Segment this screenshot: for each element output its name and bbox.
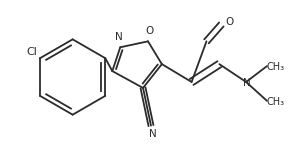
Text: N: N — [149, 128, 157, 138]
Text: CH₃: CH₃ — [267, 62, 285, 72]
Text: N: N — [243, 78, 251, 88]
Text: O: O — [225, 17, 233, 27]
Text: N: N — [115, 32, 123, 42]
Text: Cl: Cl — [27, 47, 38, 57]
Text: O: O — [146, 26, 154, 36]
Text: CH₃: CH₃ — [267, 97, 285, 107]
